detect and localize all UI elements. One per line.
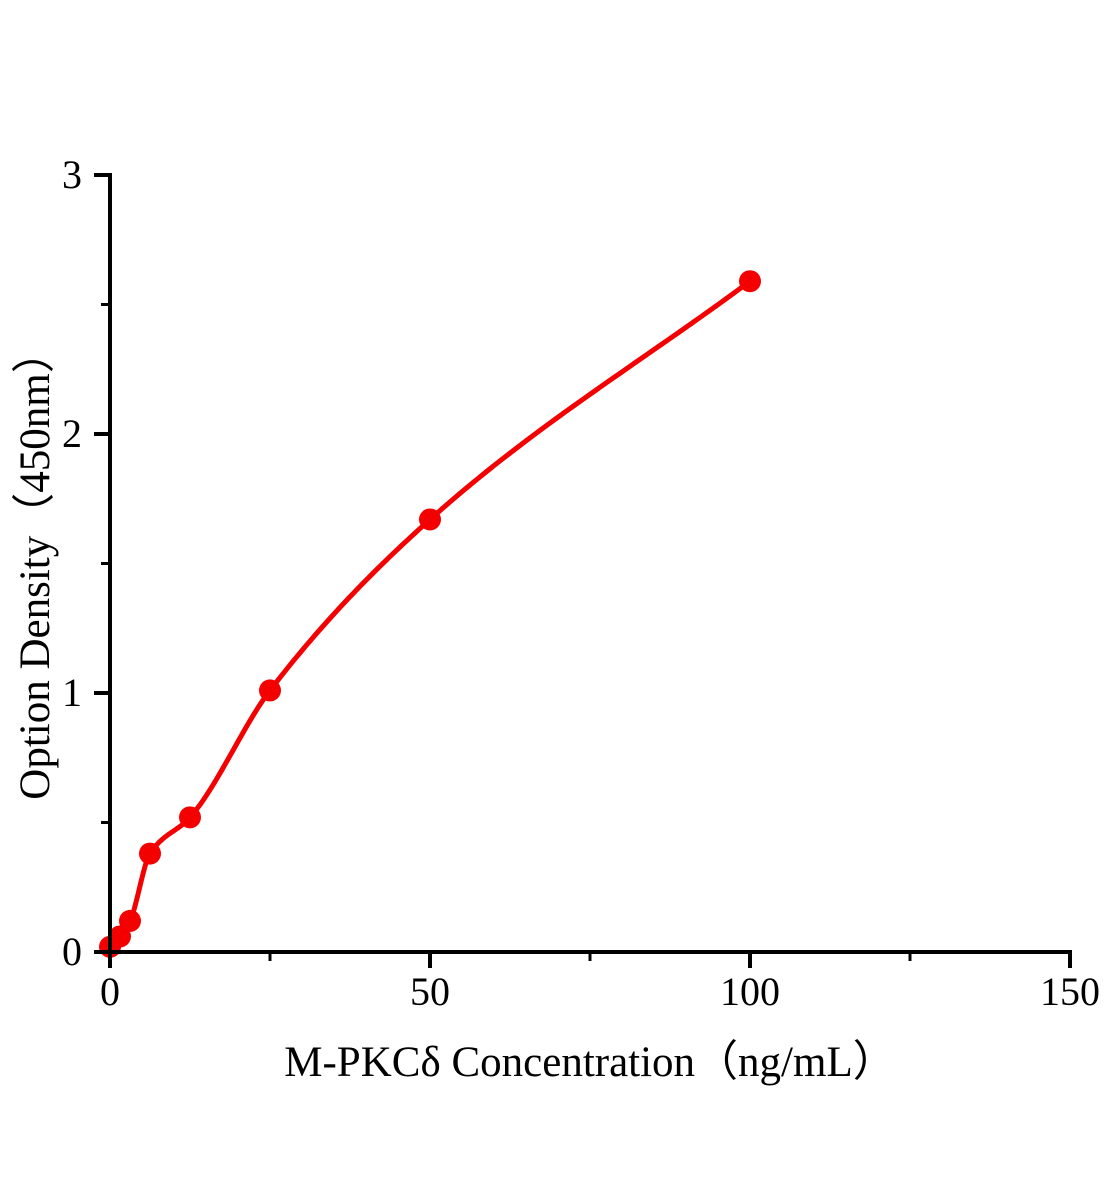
x-tick-label: 100 [720, 969, 780, 1014]
data-point [109, 925, 132, 948]
x-tick-label: 0 [100, 969, 120, 1014]
standard-curve-line [107, 278, 753, 950]
data-point [259, 679, 281, 702]
data-point [119, 909, 141, 932]
y-tick-label: 1 [62, 670, 82, 715]
data-point [419, 508, 441, 531]
x-tick-label: 50 [410, 969, 450, 1014]
x-tick-label: 150 [1040, 969, 1100, 1014]
y-tick-label: 3 [62, 152, 82, 197]
x-axis-title: M-PKCδ Concentration（ng/mL） [284, 1039, 896, 1086]
data-point [139, 842, 161, 865]
data-point [179, 806, 201, 829]
y-axis-title: Option Density（450nm） [12, 330, 59, 800]
y-tick-label: 0 [62, 929, 82, 974]
data-point [739, 270, 761, 293]
y-tick-label: 2 [62, 411, 82, 456]
